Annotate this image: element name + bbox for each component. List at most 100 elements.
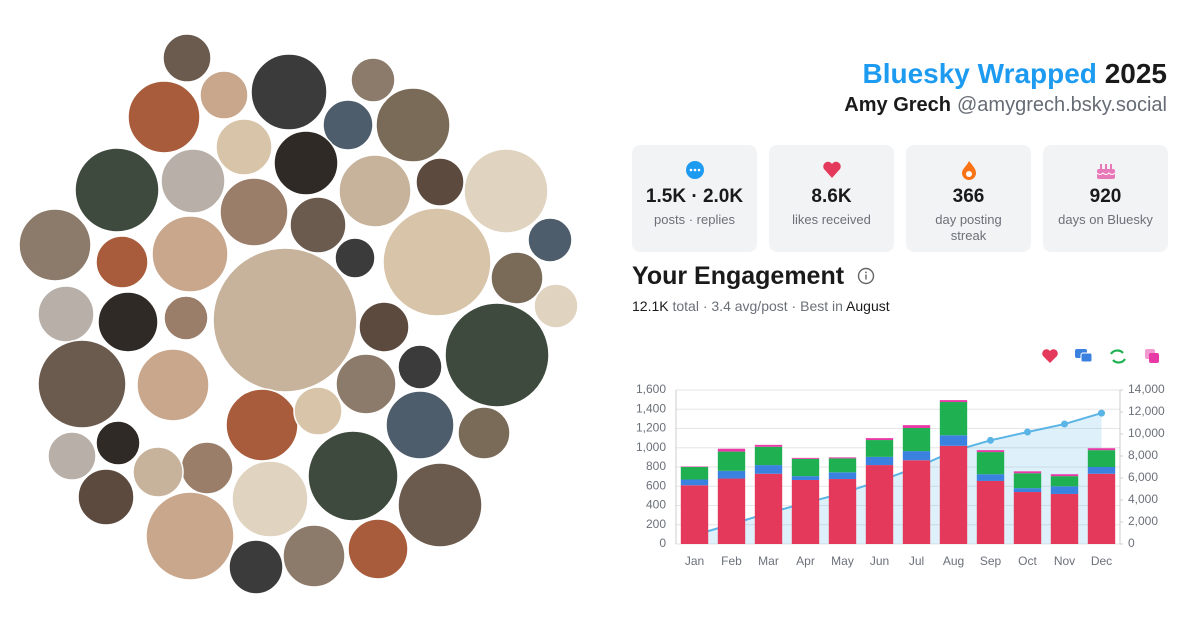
y2-tick-label: 12,000	[1128, 404, 1165, 418]
quote-icon	[1149, 353, 1159, 363]
stat-card: 366 day posting streak	[906, 145, 1031, 252]
avatar	[335, 353, 397, 415]
bar-segment	[680, 485, 709, 544]
y2-tick-label: 4,000	[1128, 492, 1158, 506]
bar-segment	[828, 458, 857, 473]
avatar	[463, 148, 549, 234]
bar-segment	[1087, 450, 1116, 467]
avatar	[180, 441, 234, 495]
replies-icon-back	[1080, 352, 1093, 363]
stat-value: 1.5K · 2.0K	[645, 186, 744, 207]
x-tick-label: May	[831, 554, 854, 568]
avatar	[397, 344, 443, 390]
avatar	[219, 177, 289, 247]
bar-segment	[754, 473, 783, 544]
line-point	[987, 436, 994, 444]
avatar	[97, 291, 159, 353]
stat-label: likes received	[792, 212, 871, 227]
bar-segment	[902, 425, 931, 429]
stat-value: 366	[952, 186, 985, 207]
bar-segment	[902, 451, 931, 461]
bar-segment	[939, 435, 968, 446]
stat-label: day posting streak	[935, 212, 1002, 243]
bar-segment	[680, 479, 709, 486]
avatar	[37, 285, 95, 343]
x-tick-label: Apr	[796, 554, 815, 568]
y2-tick-label: 2,000	[1128, 514, 1158, 528]
y2-tick-label: 14,000	[1128, 382, 1165, 396]
bar-segment	[717, 448, 746, 452]
avatar-cloud	[18, 33, 579, 595]
avatar	[307, 430, 399, 522]
avatar	[358, 301, 410, 353]
x-tick-label: Oct	[1018, 554, 1037, 568]
bar-segment	[791, 479, 820, 544]
bar-segment	[1050, 476, 1079, 487]
bar-segment	[754, 446, 783, 466]
avatar	[533, 283, 579, 329]
bar-segment	[1050, 493, 1079, 544]
stat-card: 1.5K · 2.0K posts · replies	[632, 145, 757, 252]
avatar	[375, 87, 451, 163]
title-year: 2025	[1104, 58, 1167, 89]
y2-tick-label: 8,000	[1128, 448, 1158, 462]
y-tick-label: 1,200	[636, 421, 666, 435]
x-tick-label: Nov	[1054, 554, 1075, 568]
avatar	[293, 386, 343, 436]
bar-segment	[1013, 492, 1042, 544]
avatar	[136, 348, 210, 422]
avatar	[127, 80, 201, 154]
streak-icon	[961, 161, 976, 180]
bar-segment	[1050, 486, 1079, 494]
y2-tick-label: 10,000	[1128, 426, 1165, 440]
y-tick-label: 200	[646, 517, 666, 531]
y-tick-label: 1,000	[636, 440, 666, 454]
avatar	[338, 154, 412, 228]
bar-segment	[1013, 473, 1042, 489]
x-tick-label: Jul	[909, 554, 924, 568]
stat-value: 8.6K	[811, 186, 852, 207]
line-point	[1061, 420, 1068, 428]
line-point	[1098, 409, 1105, 417]
avatar	[250, 53, 328, 131]
bar-segment	[828, 472, 857, 480]
section-title-text: Your Engagement	[632, 262, 845, 290]
avatar	[385, 390, 455, 460]
summary-text: total · 3.4 avg/post · Best in	[672, 298, 843, 314]
bar-segment	[865, 456, 894, 466]
summary-total: 12.1K	[632, 298, 669, 314]
avatar	[322, 99, 374, 151]
x-tick-label: Jun	[870, 554, 889, 568]
y-tick-label: 600	[646, 478, 666, 492]
bar-segment	[902, 428, 931, 452]
bar-segment	[791, 476, 820, 480]
avatar	[215, 118, 273, 176]
bar-segment	[1087, 467, 1116, 474]
avatar	[145, 491, 235, 581]
avatar	[527, 217, 573, 263]
stat-label: posts · replies	[654, 212, 735, 227]
bar-segment	[976, 480, 1005, 544]
y-tick-label: 0	[659, 536, 666, 550]
x-tick-label: Sep	[980, 554, 1002, 568]
bar-segment	[1087, 448, 1116, 451]
y-tick-label: 1,600	[636, 382, 666, 396]
bar-segment	[828, 457, 857, 459]
bar-segment	[865, 465, 894, 544]
bar-segment	[1013, 488, 1042, 493]
bar-segment	[680, 467, 709, 480]
x-tick-label: Dec	[1091, 554, 1112, 568]
avatar	[415, 157, 465, 207]
bar-segment	[939, 402, 968, 436]
bar-segment	[865, 440, 894, 457]
summary: 12.1K total · 3.4 avg/post · Best in Aug…	[632, 298, 890, 314]
user-handle: @amygrech.bsky.social	[957, 94, 1167, 116]
bar-segment	[939, 400, 968, 403]
avatar	[397, 462, 483, 548]
avatar	[132, 446, 184, 498]
bar-segment	[717, 478, 746, 544]
cake-icon	[1096, 164, 1115, 179]
y2-tick-label: 6,000	[1128, 470, 1158, 484]
